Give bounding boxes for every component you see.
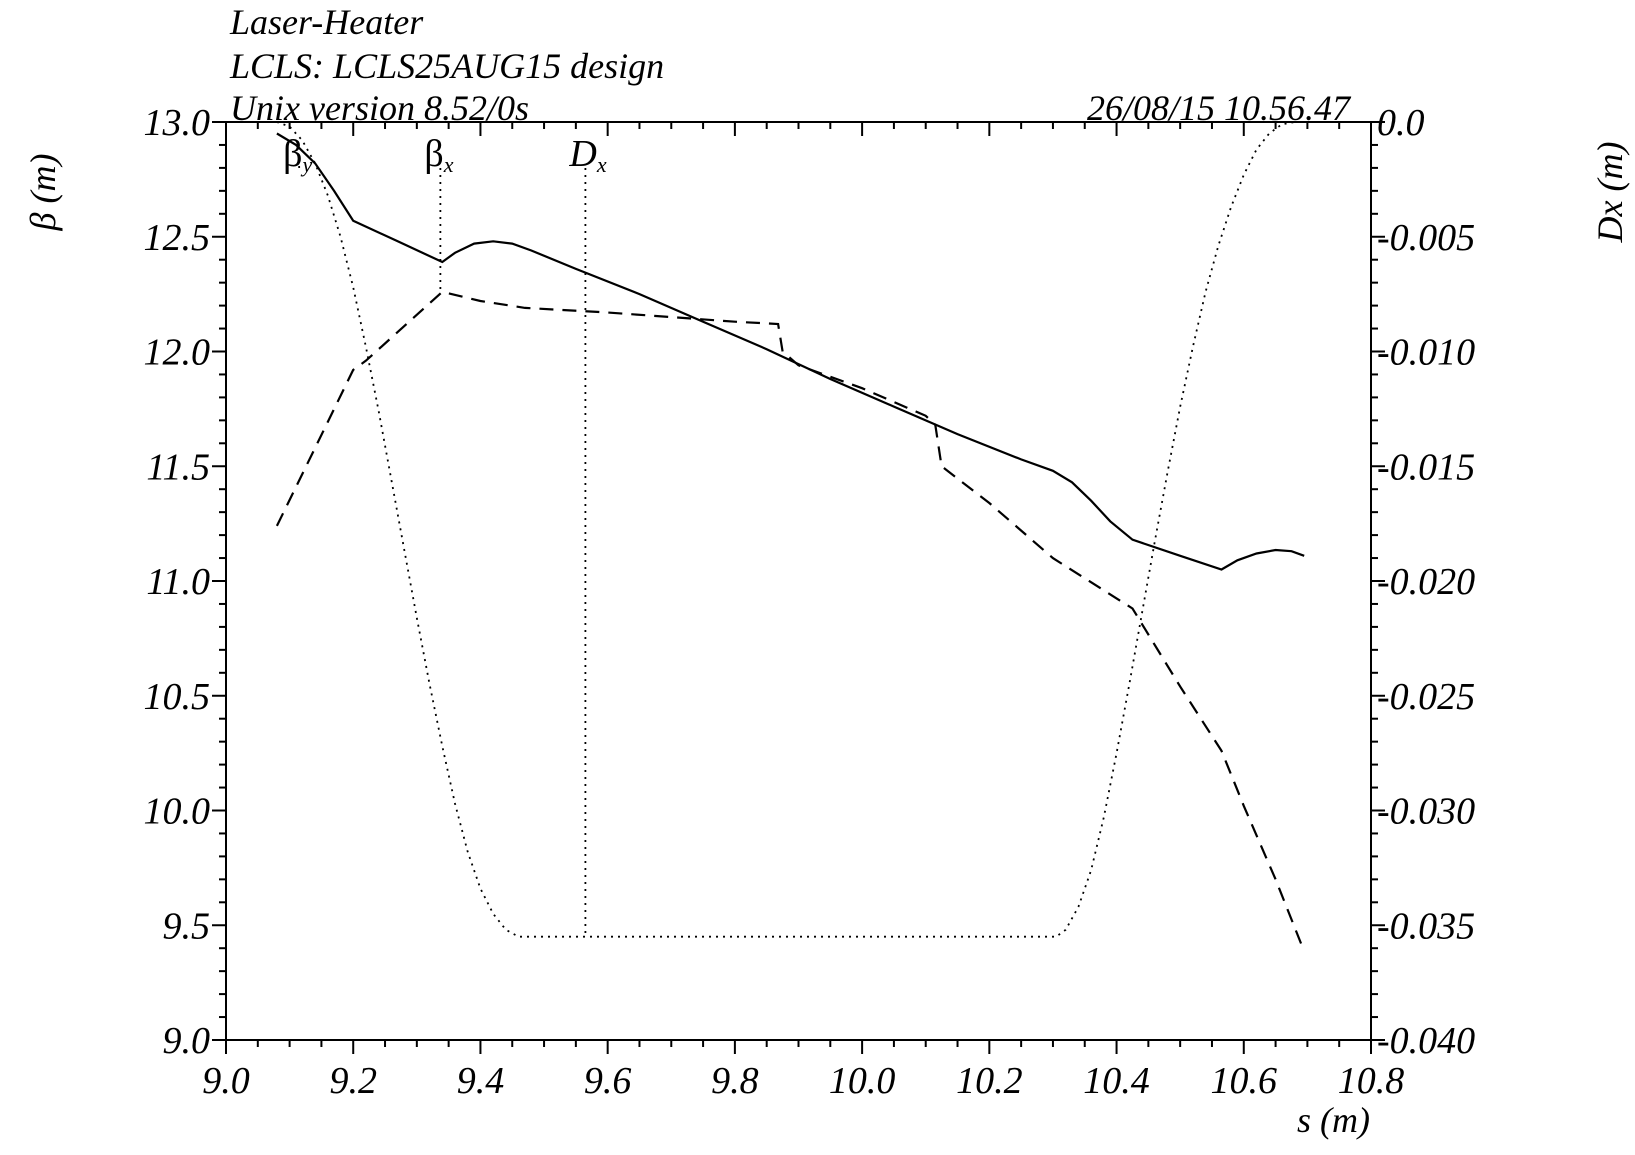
right-tick-label: 0.0 <box>1377 102 1425 144</box>
x-axis: 9.0 9.2 9.4 9.6 9.8 10.0 10.2 10.4 10.6 10.8 <box>202 122 1404 1102</box>
right-y-axis: -0.040 -0.035 -0.030 -0.025 -0.020 -0.015 -0.0… <box>1371 102 1475 1062</box>
x-tick-label: 10.8 <box>1338 1060 1405 1102</box>
x-tick-label: 10.6 <box>1211 1060 1278 1102</box>
left-y-axis: 9.0 9.5 10.0 10.5 11.0 11.5 12.0 12.5 13.0 <box>144 102 226 1062</box>
x-tick-label: 10.2 <box>956 1060 1023 1102</box>
series-label-βx: βx <box>424 133 453 177</box>
x-tick-label: 10.4 <box>1083 1060 1150 1102</box>
series-label-Dx: Dx <box>568 133 606 177</box>
left-tick-label: 11.0 <box>146 561 210 603</box>
series-line-βx <box>275 290 1304 949</box>
x-tick-label: 9.2 <box>329 1060 377 1102</box>
left-tick-label: 12.0 <box>144 332 211 374</box>
left-tick-label: 9.0 <box>163 1020 211 1062</box>
series-label-βy: βy <box>283 133 312 177</box>
left-tick-label: 12.5 <box>144 217 211 259</box>
x-tick-label: 10.0 <box>829 1060 896 1102</box>
left-tick-label: 13.0 <box>144 102 211 144</box>
right-tick-label: -0.015 <box>1377 446 1475 488</box>
x-tick-label: 9.8 <box>711 1060 759 1102</box>
left-tick-label: 10.0 <box>144 791 211 833</box>
left-tick-label: 11.5 <box>146 446 210 488</box>
right-tick-label: -0.035 <box>1377 905 1475 947</box>
right-tick-label: -0.025 <box>1377 676 1475 718</box>
x-tick-label: 9.4 <box>457 1060 505 1102</box>
right-axis-label: Dx (m) <box>1590 142 1630 244</box>
left-tick-label: 9.5 <box>163 905 211 947</box>
right-tick-label: -0.040 <box>1377 1020 1475 1062</box>
series-line-Dx <box>276 121 1303 938</box>
header-title: Laser-Heater <box>229 2 424 42</box>
series-layer <box>275 121 1305 949</box>
series-line-βy <box>276 132 1305 571</box>
x-axis-label: s (m) <box>1297 1100 1370 1140</box>
right-tick-label: -0.010 <box>1377 332 1475 374</box>
right-tick-label: -0.030 <box>1377 791 1475 833</box>
x-tick-label: 9.0 <box>202 1060 250 1102</box>
right-tick-label: -0.020 <box>1377 561 1475 603</box>
left-tick-label: 10.5 <box>144 676 211 718</box>
left-axis-label: β (m) <box>23 154 63 232</box>
right-tick-label: -0.005 <box>1377 217 1475 259</box>
curve-labels: βy βx Dx <box>283 133 607 937</box>
x-tick-label: 9.6 <box>584 1060 632 1102</box>
header-design: LCLS: LCLS25AUG15 design <box>229 46 664 86</box>
plot-frame <box>225 121 1372 1041</box>
